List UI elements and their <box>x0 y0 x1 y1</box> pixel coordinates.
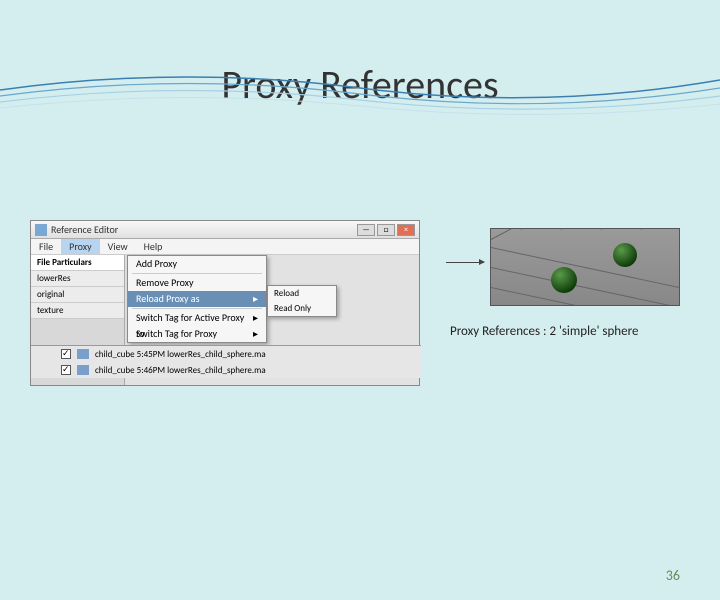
close-button[interactable]: × <box>397 224 415 236</box>
file-label: child_cube 5:46PM lowerRes_child_sphere.… <box>95 365 266 376</box>
reference-editor-window: Reference Editor — □ × File Proxy View H… <box>30 220 420 386</box>
maximize-button[interactable]: □ <box>377 224 395 236</box>
file-icon <box>77 349 89 359</box>
arrow-icon <box>446 262 484 263</box>
dropdown-switch-tag-proxy[interactable]: Switch Tag for Proxy▸ <box>128 326 266 342</box>
dropdown-switch-tag-active[interactable]: Switch Tag for Active Proxy to▸ <box>128 310 266 326</box>
app-icon <box>35 224 47 236</box>
viewport-caption: Proxy References : 2 'simple' sphere <box>450 324 638 339</box>
reference-item[interactable]: texture <box>31 303 124 319</box>
menu-help[interactable]: Help <box>136 239 171 254</box>
file-row[interactable]: child_cube 5:46PM lowerRes_child_sphere.… <box>31 362 421 378</box>
proxy-dropdown: Add Proxy Remove Proxy Reload Proxy as▸ … <box>127 255 267 343</box>
window-title: Reference Editor <box>51 223 355 236</box>
checkbox-icon[interactable] <box>61 365 71 375</box>
minimize-button[interactable]: — <box>357 224 375 236</box>
dropdown-remove-proxy[interactable]: Remove Proxy <box>128 275 266 291</box>
reference-item[interactable]: original <box>31 287 124 303</box>
menu-file[interactable]: File <box>31 239 61 254</box>
decor-wave <box>0 60 720 120</box>
dropdown-add-proxy[interactable]: Add Proxy <box>128 256 266 272</box>
sphere <box>551 267 577 293</box>
file-icon <box>77 365 89 375</box>
menubar: File Proxy View Help <box>31 239 419 255</box>
sphere <box>613 243 637 267</box>
dropdown-reload-proxy-as[interactable]: Reload Proxy as▸ <box>128 291 266 307</box>
file-label: child_cube 5:45PM lowerRes_child_sphere.… <box>95 349 266 360</box>
submenu-read-only[interactable]: Read Only <box>268 301 336 316</box>
viewport-grid <box>491 229 679 305</box>
panel-header[interactable]: File Particulars <box>31 255 124 271</box>
3d-viewport <box>490 228 680 306</box>
file-list: child_cube 5:45PM lowerRes_child_sphere.… <box>31 345 421 378</box>
menu-view[interactable]: View <box>100 239 136 254</box>
checkbox-icon[interactable] <box>61 349 71 359</box>
submenu-reload[interactable]: Reload <box>268 286 336 301</box>
reload-submenu: Reload Read Only <box>267 285 337 317</box>
editor-body: File Particulars lowerRes original textu… <box>31 255 419 385</box>
menu-proxy[interactable]: Proxy <box>61 239 99 254</box>
file-row[interactable]: child_cube 5:45PM lowerRes_child_sphere.… <box>31 346 421 362</box>
reference-item[interactable]: lowerRes <box>31 271 124 287</box>
titlebar: Reference Editor — □ × <box>31 221 419 239</box>
page-number: 36 <box>666 567 680 584</box>
